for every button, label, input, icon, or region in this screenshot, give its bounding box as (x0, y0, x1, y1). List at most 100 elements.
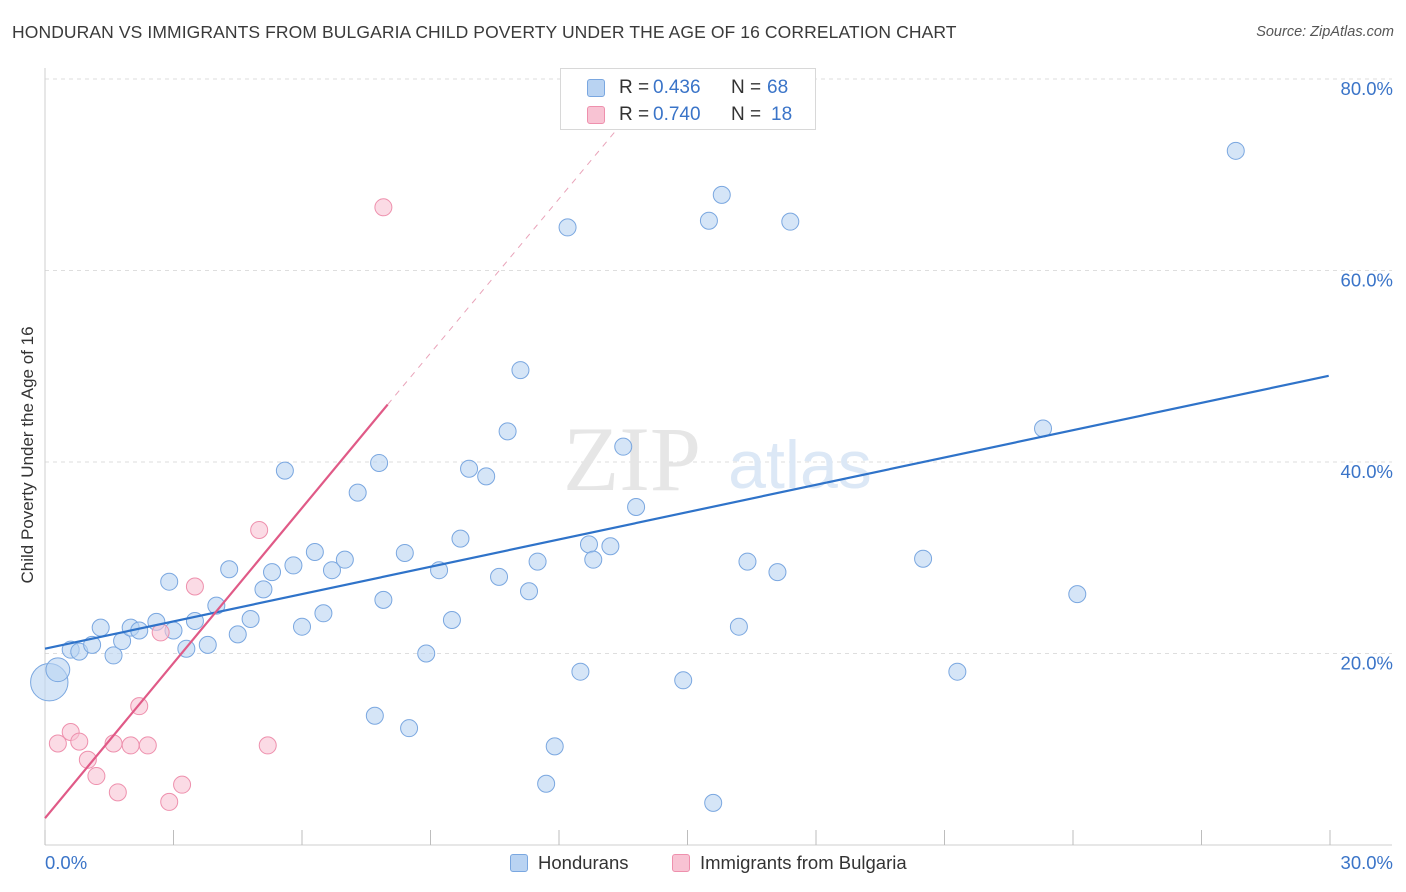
honduran-point (579, 535, 598, 554)
honduran-point (601, 537, 620, 556)
honduran-point (348, 483, 367, 502)
honduran-point (729, 617, 748, 636)
bulgaria-point (185, 577, 204, 596)
bulgaria-point (250, 520, 269, 539)
honduran-point (305, 543, 324, 562)
honduran-point (263, 563, 282, 582)
honduran-trend-line (44, 374, 1329, 650)
honduran-point (528, 552, 547, 571)
legend-r-value-bulgaria: 0.740 (653, 104, 701, 125)
honduran-point (948, 662, 967, 681)
honduran-point (220, 560, 239, 579)
bulgaria-trend-extension (387, 126, 620, 405)
honduran-point (498, 422, 517, 441)
honduran-point (627, 498, 646, 517)
honduran-point (91, 618, 110, 637)
x-tick-label: 0.0% (45, 852, 87, 873)
honduran-point (45, 657, 71, 683)
honduran-point (460, 459, 479, 478)
honduran-point (699, 211, 718, 230)
legend-swatch-hondurans (587, 79, 605, 97)
honduran-point (442, 610, 461, 629)
honduran-point (584, 550, 603, 569)
honduran-point (1226, 141, 1245, 160)
honduran-point (314, 604, 333, 623)
honduran-point (322, 561, 341, 580)
y-tick-label: 60.0% (1341, 270, 1393, 291)
honduran-point (104, 646, 123, 665)
bulgaria-points (48, 198, 393, 811)
honduran-point (374, 590, 393, 609)
bottom-legend-swatch-bulgaria (672, 854, 690, 872)
honduran-point (712, 185, 731, 204)
bottom-legend-label-hondurans: Hondurans (538, 852, 629, 873)
x-tick-label: 30.0% (1341, 852, 1393, 873)
honduran-point (451, 529, 470, 548)
honduran-point (781, 212, 800, 231)
legend-r-label: R = (619, 104, 650, 125)
bulgaria-point (121, 736, 140, 755)
grid-lines (45, 78, 1392, 654)
honduran-point (395, 543, 414, 562)
honduran-point (674, 671, 693, 690)
honduran-point (614, 437, 633, 456)
bulgaria-point (258, 736, 277, 755)
honduran-point (477, 467, 496, 486)
y-tick-label: 40.0% (1341, 461, 1393, 482)
watermark: ZIP atlas (563, 408, 872, 510)
honduran-point (284, 556, 303, 575)
honduran-point (160, 572, 179, 591)
honduran-point (511, 361, 530, 380)
honduran-point (241, 610, 260, 629)
honduran-point (198, 635, 217, 654)
bottom-legend-hondurans: Hondurans (510, 852, 629, 876)
legend-r-label: R = (619, 77, 650, 98)
honduran-point (914, 549, 933, 568)
honduran-point (293, 617, 311, 636)
bulgaria-point (173, 775, 192, 794)
axes (44, 68, 1392, 846)
honduran-point (520, 582, 539, 601)
honduran-point (335, 550, 354, 569)
bulgaria-point (87, 767, 106, 786)
honduran-point (1068, 585, 1087, 604)
honduran-points (30, 141, 1245, 812)
honduran-point (768, 563, 787, 582)
honduran-point (207, 596, 226, 615)
honduran-point (370, 453, 389, 472)
honduran-point (537, 774, 556, 793)
honduran-point (365, 706, 384, 725)
bulgaria-point (160, 792, 179, 811)
honduran-point (545, 737, 564, 756)
honduran-point (275, 461, 294, 480)
bulgaria-point (48, 734, 67, 753)
honduran-point (490, 567, 509, 586)
tick-labels: 20.0% 40.0% 60.0% 80.0% 0.0% 30.0% (45, 78, 1393, 873)
honduran-point (704, 793, 723, 812)
correlation-legend: R = 0.436 N = 68 R = 0.740 N = 18 (560, 68, 816, 130)
bulgaria-point (374, 198, 393, 217)
legend-n-value-bulgaria: 18 (771, 104, 793, 125)
y-tick-label: 20.0% (1341, 653, 1393, 674)
watermark-zip: ZIP (563, 408, 701, 510)
legend-n-value-hondurans: 68 (767, 77, 789, 98)
bulgaria-point (138, 736, 157, 755)
chart-title: HONDURAN VS IMMIGRANTS FROM BULGARIA CHI… (12, 22, 957, 42)
honduran-point (400, 719, 419, 738)
legend-n-label: N = (731, 77, 762, 98)
y-axis-label: Child Poverty Under the Age of 16 (18, 326, 37, 584)
bottom-legend-bulgaria: Immigrants from Bulgaria (672, 852, 907, 876)
legend-n-label: N = (731, 104, 762, 125)
source-attribution: Source: ZipAtlas.com (1256, 24, 1394, 40)
honduran-point (738, 552, 757, 571)
honduran-point (417, 644, 436, 663)
legend-r-value-hondurans: 0.436 (653, 77, 701, 98)
honduran-point (558, 218, 577, 237)
honduran-point (254, 580, 273, 599)
bulgaria-point (78, 750, 97, 769)
watermark-atlas: atlas (728, 427, 872, 503)
bottom-legend-label-bulgaria: Immigrants from Bulgaria (700, 852, 907, 873)
honduran-point (228, 625, 247, 644)
trend-lines (44, 126, 1329, 819)
